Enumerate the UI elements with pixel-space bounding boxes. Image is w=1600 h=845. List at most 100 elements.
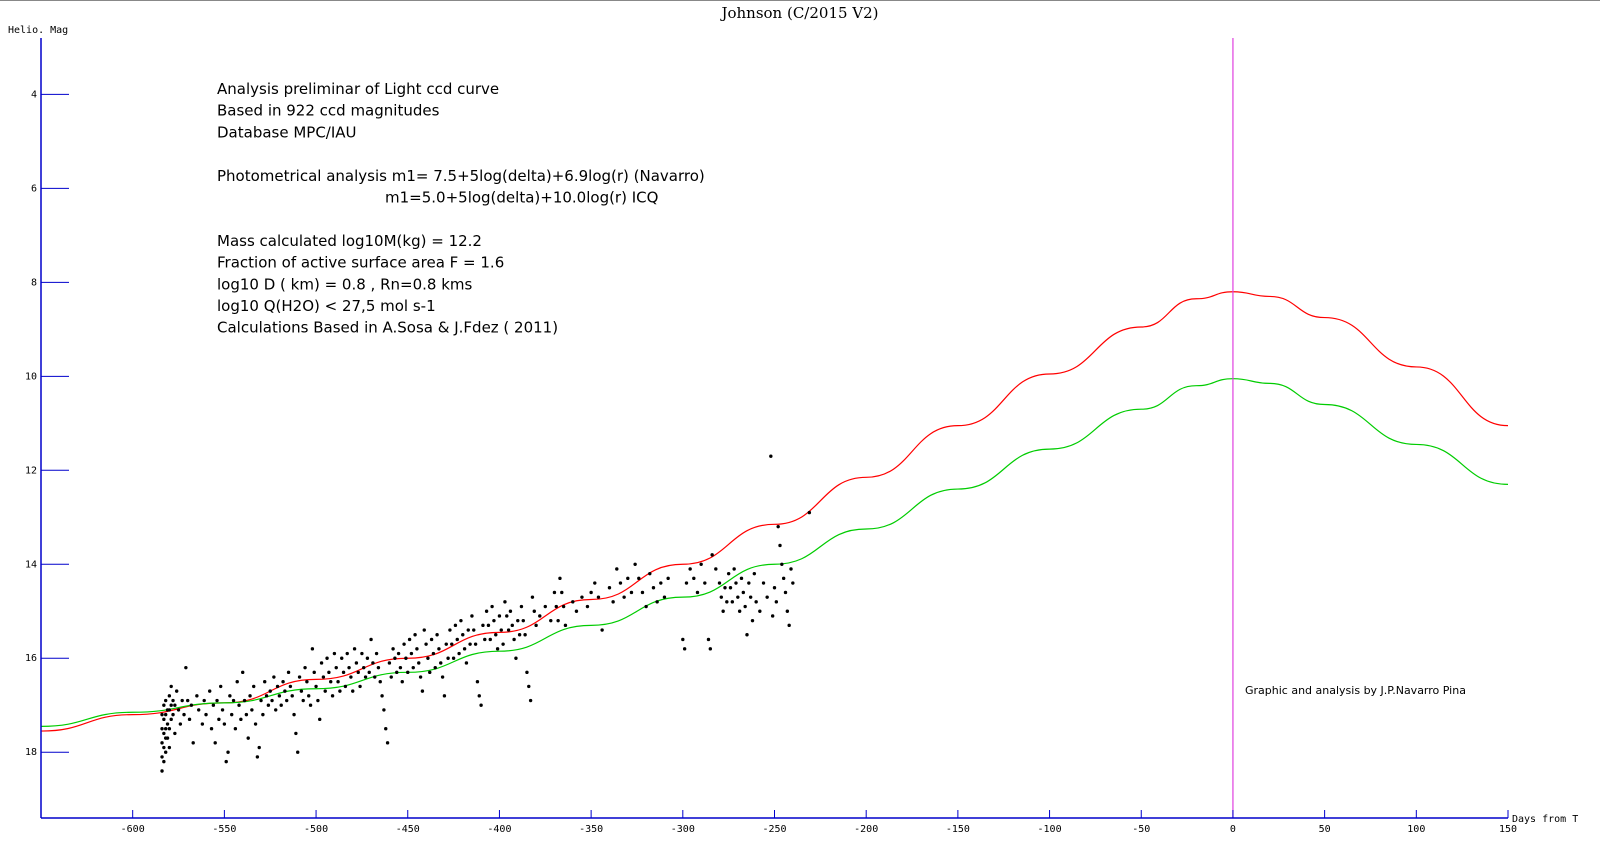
data-point bbox=[268, 689, 272, 693]
data-point bbox=[257, 745, 261, 750]
data-point bbox=[318, 717, 322, 722]
data-point bbox=[534, 623, 538, 628]
data-point bbox=[739, 576, 744, 581]
data-point bbox=[174, 689, 179, 693]
data-point bbox=[477, 694, 481, 698]
data-point bbox=[241, 670, 245, 675]
data-point bbox=[178, 722, 183, 726]
x-tick-label: 100 bbox=[1407, 824, 1425, 835]
x-tick-label: -600 bbox=[121, 824, 145, 835]
data-point bbox=[580, 595, 584, 599]
data-point bbox=[506, 628, 511, 632]
data-point bbox=[393, 656, 397, 660]
data-point bbox=[745, 633, 749, 637]
chart-title: Johnson (C/2015 V2) bbox=[719, 4, 878, 22]
data-point bbox=[220, 708, 225, 712]
data-point bbox=[589, 590, 593, 595]
data-point bbox=[184, 665, 188, 670]
data-point bbox=[171, 712, 175, 717]
data-point bbox=[415, 647, 419, 651]
data-point bbox=[191, 741, 195, 745]
annotation-line: Fraction of active surface area F = 1.6 bbox=[217, 254, 504, 272]
data-point bbox=[708, 647, 713, 651]
data-point bbox=[378, 680, 382, 684]
annotation-block: Analysis preliminar of Light ccd curve Ba… bbox=[217, 80, 705, 337]
y-tick-label: 6 bbox=[31, 183, 37, 194]
data-point bbox=[402, 642, 406, 646]
data-point bbox=[789, 567, 793, 571]
data-point bbox=[272, 675, 276, 679]
data-point bbox=[726, 571, 731, 576]
data-point bbox=[429, 637, 434, 642]
data-point bbox=[343, 684, 348, 689]
data-point bbox=[618, 581, 623, 585]
data-point bbox=[336, 680, 340, 684]
data-point bbox=[281, 680, 285, 684]
data-point bbox=[772, 586, 777, 590]
data-point bbox=[721, 609, 725, 613]
data-point bbox=[404, 656, 408, 660]
data-point bbox=[747, 581, 751, 585]
x-tick-label: -150 bbox=[946, 824, 970, 835]
data-point bbox=[538, 614, 542, 618]
x-tick-label: 0 bbox=[1230, 824, 1236, 835]
data-point bbox=[761, 581, 766, 585]
data-point bbox=[607, 586, 612, 590]
data-point bbox=[250, 708, 254, 712]
data-point bbox=[435, 633, 439, 637]
data-point bbox=[706, 637, 711, 642]
data-point bbox=[769, 454, 773, 458]
data-point bbox=[303, 665, 307, 670]
model-curve-2 bbox=[40, 378, 1509, 727]
data-point bbox=[376, 665, 381, 670]
x-tick-label: -250 bbox=[762, 824, 786, 835]
data-point bbox=[659, 581, 663, 585]
data-point bbox=[637, 576, 641, 581]
data-point bbox=[248, 694, 252, 698]
data-point bbox=[644, 604, 648, 609]
data-point bbox=[167, 745, 172, 750]
data-point bbox=[319, 661, 324, 665]
data-point bbox=[752, 571, 757, 576]
data-point bbox=[264, 694, 269, 698]
x-tick-label: -350 bbox=[579, 824, 603, 835]
annotation-line: Calculations Based in A.Sosa & J.Fdez ( … bbox=[217, 319, 558, 337]
data-point bbox=[325, 656, 329, 660]
data-point bbox=[737, 609, 742, 613]
data-point bbox=[395, 670, 399, 675]
x-axis-ticks: -600 -550 -500 -450 -400 -350 -300 -250 -200 -150… bbox=[121, 810, 1517, 835]
data-point bbox=[244, 712, 249, 717]
data-point bbox=[162, 717, 166, 722]
data-point bbox=[503, 600, 507, 604]
data-point bbox=[532, 609, 536, 613]
data-point bbox=[448, 628, 452, 632]
x-tick-label: -400 bbox=[487, 824, 511, 835]
y-tick-label: 10 bbox=[25, 371, 37, 382]
data-point bbox=[360, 651, 364, 656]
x-tick-label: -500 bbox=[304, 824, 328, 835]
data-point bbox=[242, 698, 247, 703]
data-point bbox=[508, 609, 513, 613]
data-point bbox=[332, 651, 337, 656]
data-point bbox=[593, 581, 597, 585]
data-point bbox=[233, 727, 238, 731]
data-point bbox=[255, 755, 260, 759]
x-tick-label: -50 bbox=[1132, 824, 1150, 835]
data-point bbox=[453, 623, 458, 628]
x-tick-label: 150 bbox=[1499, 824, 1517, 835]
data-point bbox=[774, 600, 779, 604]
data-point bbox=[162, 731, 166, 736]
data-point bbox=[160, 741, 164, 745]
data-point bbox=[732, 567, 736, 571]
data-point bbox=[380, 694, 384, 698]
data-point bbox=[297, 675, 302, 679]
data-point bbox=[294, 731, 298, 736]
data-point bbox=[437, 647, 441, 651]
data-point bbox=[323, 689, 327, 693]
data-point bbox=[197, 708, 201, 712]
data-point bbox=[787, 623, 791, 628]
data-point bbox=[418, 675, 423, 679]
data-point bbox=[525, 670, 529, 675]
data-point bbox=[451, 656, 456, 660]
data-point bbox=[472, 628, 476, 632]
